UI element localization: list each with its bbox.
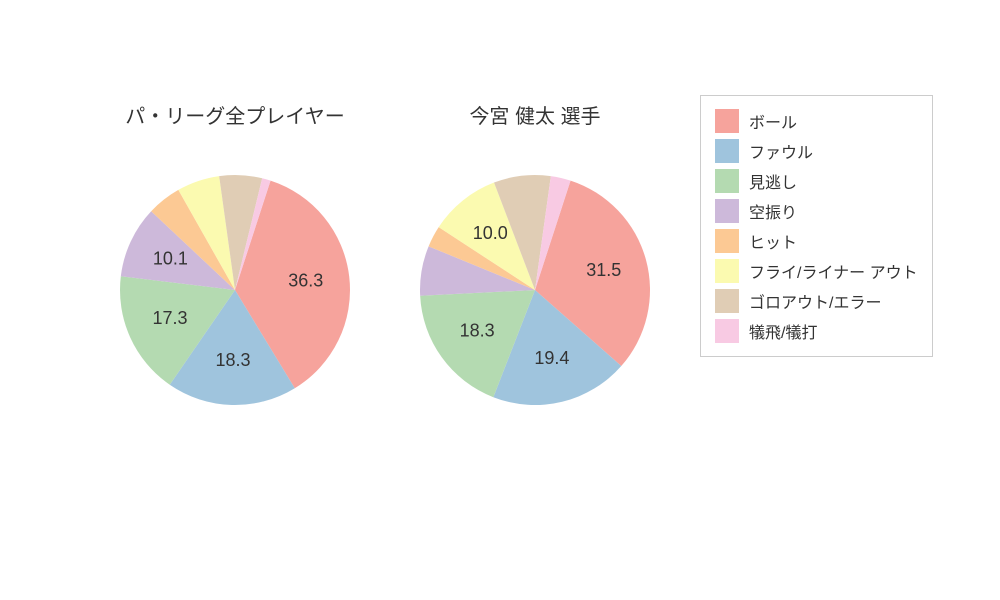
- legend-label-ball: ボール: [749, 109, 797, 133]
- pie-label-foul: 18.3: [215, 350, 250, 370]
- pie-label-fly_out: 10.0: [473, 223, 508, 243]
- legend-item-fly_out: フライ/ライナー アウト: [715, 256, 918, 286]
- pie-label-swinging: 10.1: [153, 249, 188, 269]
- legend-swatch-looking: [715, 169, 739, 193]
- chart-title-league: パ・リーグ全プレイヤー: [95, 100, 375, 129]
- legend-swatch-swinging: [715, 199, 739, 223]
- legend-label-fly_out: フライ/ライナー アウト: [749, 259, 918, 283]
- pie-label-ball: 36.3: [288, 270, 323, 290]
- legend-item-looking: 見逃し: [715, 166, 918, 196]
- legend-swatch-ball: [715, 109, 739, 133]
- pie-chart-player: 31.5 19.4 18.3 10.0: [395, 150, 675, 430]
- legend-swatch-foul: [715, 139, 739, 163]
- legend-label-foul: ファウル: [749, 139, 813, 163]
- legend-swatch-fly_out: [715, 259, 739, 283]
- pie-label-foul: 19.4: [534, 348, 569, 368]
- pie-label-looking: 18.3: [460, 320, 495, 340]
- legend-swatch-hit: [715, 229, 739, 253]
- legend-label-sac: 犠飛/犠打: [749, 319, 817, 343]
- legend-item-swinging: 空振り: [715, 196, 918, 226]
- legend-item-ball: ボール: [715, 106, 918, 136]
- pie-label-ball: 31.5: [586, 260, 621, 280]
- legend-item-hit: ヒット: [715, 226, 918, 256]
- legend-swatch-ground_out: [715, 289, 739, 313]
- legend-swatch-sac: [715, 319, 739, 343]
- legend-item-ground_out: ゴロアウト/エラー: [715, 286, 918, 316]
- legend-label-swinging: 空振り: [749, 199, 797, 223]
- legend: ボールファウル見逃し空振りヒットフライ/ライナー アウトゴロアウト/エラー犠飛/…: [700, 95, 933, 357]
- legend-item-foul: ファウル: [715, 136, 918, 166]
- legend-label-ground_out: ゴロアウト/エラー: [749, 289, 881, 313]
- pie-label-looking: 17.3: [152, 308, 187, 328]
- chart-title-player: 今宮 健太 選手: [395, 100, 675, 129]
- legend-label-looking: 見逃し: [749, 169, 797, 193]
- pie-chart-league: 36.3 18.3 17.3 10.1: [95, 150, 375, 430]
- legend-label-hit: ヒット: [749, 229, 797, 253]
- chart-stage: パ・リーグ全プレイヤー 36.3 18.3 17.3 10.1 今宮 健太 選手 31…: [0, 0, 1000, 600]
- legend-item-sac: 犠飛/犠打: [715, 316, 918, 346]
